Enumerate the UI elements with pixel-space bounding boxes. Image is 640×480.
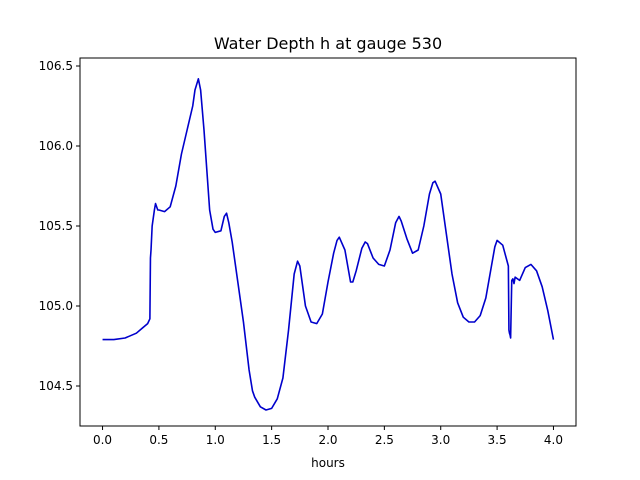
plot-area: [102, 78, 555, 411]
series-line-0: [102, 78, 555, 411]
y-tick-label: 106.5: [39, 59, 73, 73]
x-tick-label: 0.5: [149, 433, 168, 447]
x-tick-label: 2.5: [375, 433, 394, 447]
x-tick-label: 1.5: [262, 433, 281, 447]
x-tick-label: 3.0: [431, 433, 450, 447]
x-tick-label: 4.0: [544, 433, 563, 447]
y-tick-label: 105.0: [39, 299, 73, 313]
x-tick-label: 3.5: [488, 433, 507, 447]
x-tick-label: 2.0: [318, 433, 337, 447]
x-tick-label: 0.0: [93, 433, 112, 447]
x-tick-label: 1.0: [206, 433, 225, 447]
y-tick-label: 104.5: [39, 379, 73, 393]
y-tick-label: 105.5: [39, 219, 73, 233]
axis-ticks: 0.0 0.5 1.0 1.5 2.0 2.5 3.0 3.5 4.0 104.5 105.0 105…: [39, 59, 563, 447]
x-axis-label: hours: [311, 456, 345, 470]
axes-frame: [79, 57, 577, 427]
chart-title: Water Depth h at gauge 530: [214, 34, 442, 53]
y-tick-label: 106.0: [39, 139, 73, 153]
